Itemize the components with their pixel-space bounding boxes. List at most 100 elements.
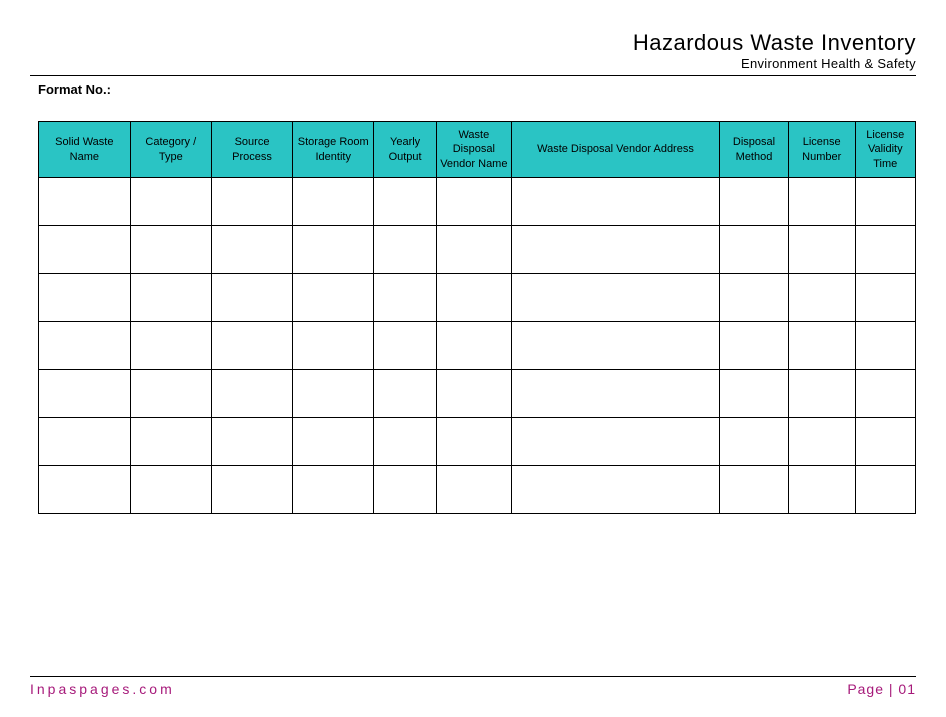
footer-page-number: Page | 01 — [847, 681, 916, 697]
table-cell — [39, 370, 131, 418]
table-cell — [374, 370, 436, 418]
table-cell — [436, 274, 511, 322]
table-wrapper: Solid Waste NameCategory / TypeSource Pr… — [38, 121, 916, 514]
table-cell — [720, 178, 789, 226]
table-cell — [293, 274, 374, 322]
table-cell — [130, 226, 211, 274]
table-cell — [374, 322, 436, 370]
table-cell — [39, 274, 131, 322]
table-header-row: Solid Waste NameCategory / TypeSource Pr… — [39, 122, 916, 178]
table-cell — [374, 274, 436, 322]
table-cell — [855, 466, 915, 514]
column-header: Solid Waste Name — [39, 122, 131, 178]
table-cell — [720, 322, 789, 370]
column-header: Waste Disposal Vendor Address — [511, 122, 719, 178]
table-cell — [855, 370, 915, 418]
footer-website: Inpaspages.com — [30, 681, 175, 697]
table-cell — [511, 274, 719, 322]
table-body — [39, 178, 916, 514]
table-cell — [720, 418, 789, 466]
table-row — [39, 370, 916, 418]
page-container: Hazardous Waste Inventory Environment He… — [0, 0, 946, 717]
table-cell — [855, 274, 915, 322]
table-cell — [374, 466, 436, 514]
table-cell — [788, 466, 855, 514]
footer-rule — [30, 676, 916, 677]
page-subtitle: Environment Health & Safety — [30, 56, 916, 71]
column-header: Yearly Output — [374, 122, 436, 178]
table-cell — [211, 274, 292, 322]
table-cell — [720, 274, 789, 322]
table-cell — [130, 418, 211, 466]
table-cell — [130, 322, 211, 370]
table-cell — [788, 178, 855, 226]
table-cell — [436, 322, 511, 370]
table-cell — [293, 178, 374, 226]
table-cell — [130, 466, 211, 514]
table-cell — [293, 322, 374, 370]
table-cell — [788, 226, 855, 274]
table-cell — [211, 370, 292, 418]
table-cell — [511, 370, 719, 418]
table-cell — [436, 226, 511, 274]
table-cell — [436, 418, 511, 466]
table-cell — [130, 274, 211, 322]
table-cell — [211, 418, 292, 466]
table-cell — [374, 226, 436, 274]
table-cell — [436, 466, 511, 514]
table-row — [39, 178, 916, 226]
table-row — [39, 322, 916, 370]
column-header: License Validity Time — [855, 122, 915, 178]
table-cell — [855, 178, 915, 226]
table-cell — [39, 418, 131, 466]
table-cell — [293, 418, 374, 466]
column-header: License Number — [788, 122, 855, 178]
table-cell — [39, 466, 131, 514]
table-row — [39, 274, 916, 322]
column-header: Storage Room Identity — [293, 122, 374, 178]
table-cell — [39, 178, 131, 226]
column-header: Waste Disposal Vendor Name — [436, 122, 511, 178]
table-cell — [293, 466, 374, 514]
format-number-label: Format No.: — [38, 82, 916, 97]
table-cell — [39, 322, 131, 370]
table-cell — [211, 322, 292, 370]
header-rule — [30, 75, 916, 76]
table-cell — [855, 322, 915, 370]
table-cell — [374, 178, 436, 226]
page-title: Hazardous Waste Inventory — [30, 30, 916, 56]
column-header: Disposal Method — [720, 122, 789, 178]
table-head: Solid Waste NameCategory / TypeSource Pr… — [39, 122, 916, 178]
table-cell — [39, 226, 131, 274]
table-row — [39, 418, 916, 466]
inventory-table: Solid Waste NameCategory / TypeSource Pr… — [38, 121, 916, 514]
table-cell — [720, 466, 789, 514]
table-cell — [788, 322, 855, 370]
table-cell — [211, 178, 292, 226]
table-cell — [436, 178, 511, 226]
table-cell — [788, 274, 855, 322]
table-cell — [511, 418, 719, 466]
table-cell — [511, 322, 719, 370]
table-cell — [374, 418, 436, 466]
column-header: Source Process — [211, 122, 292, 178]
table-cell — [436, 370, 511, 418]
table-cell — [130, 178, 211, 226]
table-cell — [130, 370, 211, 418]
table-row — [39, 226, 916, 274]
table-cell — [720, 370, 789, 418]
table-cell — [511, 226, 719, 274]
table-cell — [788, 418, 855, 466]
column-header: Category / Type — [130, 122, 211, 178]
table-cell — [211, 226, 292, 274]
table-cell — [788, 370, 855, 418]
table-cell — [211, 466, 292, 514]
table-cell — [511, 466, 719, 514]
footer: Inpaspages.com Page | 01 — [30, 666, 916, 697]
table-cell — [511, 178, 719, 226]
footer-row: Inpaspages.com Page | 01 — [30, 681, 916, 697]
table-cell — [720, 226, 789, 274]
table-cell — [855, 226, 915, 274]
header: Hazardous Waste Inventory Environment He… — [30, 30, 916, 71]
table-cell — [293, 370, 374, 418]
